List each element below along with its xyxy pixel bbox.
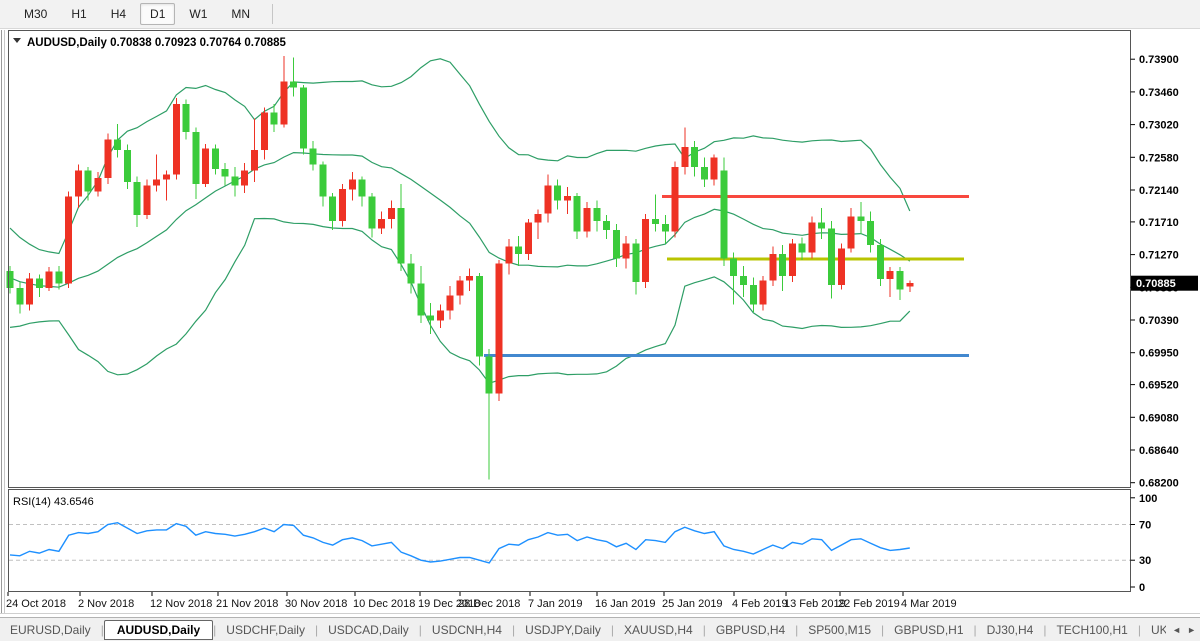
svg-text:28 Dec 2018: 28 Dec 2018 <box>458 598 520 610</box>
chart-title-ohlc: AUDUSD,Daily 0.70838 0.70923 0.70764 0.7… <box>27 37 287 49</box>
tab-separator: | <box>702 622 706 637</box>
tab-separator: | <box>973 622 977 637</box>
svg-text:24 Oct 2018: 24 Oct 2018 <box>6 598 66 610</box>
tab-separator: | <box>511 622 516 637</box>
current-price-value: 0.70885 <box>1136 278 1176 290</box>
svg-text:0.73460: 0.73460 <box>1139 87 1179 99</box>
chart-context-arrow-icon[interactable] <box>13 38 21 43</box>
chart-tab-audusd-daily[interactable]: AUDUSD,Daily <box>103 619 214 640</box>
minor-resistance-line[interactable] <box>667 257 964 261</box>
toolbar-separator <box>272 4 274 24</box>
svg-text:4 Feb 2019: 4 Feb 2019 <box>732 598 788 610</box>
svg-text:0.69950: 0.69950 <box>1139 348 1179 360</box>
svg-text:0.73900: 0.73900 <box>1139 54 1179 66</box>
chart-tab-usdcnh-h4[interactable]: USDCNH,H4 <box>431 622 502 637</box>
resistance-line[interactable] <box>662 195 969 199</box>
tab-scroll-right-icon[interactable]: ► <box>1187 624 1196 635</box>
svg-text:22 Feb 2019: 22 Feb 2019 <box>838 598 900 610</box>
rsi-label: RSI(14) 43.6546 <box>13 496 94 508</box>
timeframe-button-m30[interactable]: M30 <box>24 7 48 21</box>
svg-text:7 Jan 2019: 7 Jan 2019 <box>528 598 582 610</box>
svg-text:0: 0 <box>1139 582 1145 594</box>
svg-text:30: 30 <box>1139 555 1151 567</box>
chart-tab-usdcad-daily[interactable]: USDCAD,Daily <box>328 622 409 637</box>
svg-text:16 Jan 2019: 16 Jan 2019 <box>595 598 656 610</box>
chart-tab-usdchf-daily[interactable]: USDCHF,Daily <box>226 622 305 637</box>
chart-tab-dj30-h4[interactable]: DJ30,H4 <box>986 622 1034 637</box>
price-chart[interactable]: 0.73900 0.73460 0.73020 0.72580 0.72140 0.717… <box>0 0 1200 617</box>
chart-tab-gbpusd-h1[interactable]: GBPUSD,H1 <box>894 622 964 637</box>
svg-text:0.71710: 0.71710 <box>1139 217 1179 229</box>
svg-text:0.69520: 0.69520 <box>1139 380 1179 392</box>
svg-text:0.68640: 0.68640 <box>1139 445 1179 457</box>
timeframe-button-h1[interactable]: H1 <box>71 7 87 21</box>
tab-scroll-left-icon[interactable]: ◄ <box>1172 624 1182 635</box>
timeframe-button-mn[interactable]: MN <box>231 7 251 21</box>
current-price-badge <box>1131 275 1198 291</box>
svg-text:0.72580: 0.72580 <box>1139 152 1179 164</box>
tab-separator: | <box>418 622 422 637</box>
bollinger-upper-band <box>9 58 911 255</box>
timeframe-button-h4[interactable]: H4 <box>110 7 127 21</box>
svg-text:0.69080: 0.69080 <box>1139 412 1179 424</box>
svg-text:100: 100 <box>1139 493 1157 505</box>
svg-text:0.68200: 0.68200 <box>1139 478 1179 490</box>
tab-separator: | <box>100 622 104 637</box>
svg-text:13 Feb 2019: 13 Feb 2019 <box>784 598 846 610</box>
timeframe-toolbar: M30 H1 H4 D1 W1 MN <box>0 0 1200 29</box>
chart-tab-eurusd-daily[interactable]: EURUSD,Daily <box>10 622 91 637</box>
svg-text:0.72140: 0.72140 <box>1139 185 1179 197</box>
svg-text:70: 70 <box>1139 520 1151 532</box>
svg-text:21 Nov 2018: 21 Nov 2018 <box>216 598 278 610</box>
tab-separator: | <box>314 622 319 637</box>
svg-text:30 Nov 2018: 30 Nov 2018 <box>285 598 347 610</box>
price-axis[interactable]: 0.73900 0.73460 0.73020 0.72580 0.72140 0.717… <box>1130 54 1199 594</box>
tab-separator: | <box>795 622 799 637</box>
svg-text:19 Dec 2018: 19 Dec 2018 <box>418 598 480 610</box>
svg-text:0.70390: 0.70390 <box>1139 315 1179 327</box>
date-axis[interactable]: 24 Oct 2018 2 Nov 2018 12 Nov 2018 21 Nov 2… <box>6 592 957 610</box>
chart-tab-gbpusd-h4[interactable]: GBPUSD,H4 <box>715 622 786 637</box>
rsi-line <box>9 521 910 564</box>
chart-tabs-bar: EURUSD,Daily | AUDUSD,Daily | USDCHF,Daily | U… <box>0 617 1200 641</box>
rsi-plot-frame <box>8 489 1131 592</box>
svg-text:10 Dec 2018: 10 Dec 2018 <box>353 598 415 610</box>
bollinger-lower-band <box>9 217 911 385</box>
timeframe-button-w1[interactable]: W1 <box>189 7 208 21</box>
svg-text:12 Nov 2018: 12 Nov 2018 <box>150 598 212 610</box>
main-plot-frame <box>8 30 1131 488</box>
bollinger-middle-band <box>9 151 911 288</box>
tab-scroll-controls: ◄ ► <box>1166 618 1200 641</box>
candlesticks <box>6 56 914 480</box>
svg-text:0.73020: 0.73020 <box>1139 120 1179 132</box>
chart-tab-xauusd-h4[interactable]: XAUUSD,H4 <box>624 622 693 637</box>
chart-tab-usdjpy-daily[interactable]: USDJPY,Daily <box>525 622 601 637</box>
tab-separator: | <box>213 622 217 637</box>
tab-separator: | <box>881 622 885 637</box>
chart-window-background <box>0 29 1200 617</box>
svg-text:0.71270: 0.71270 <box>1139 250 1179 262</box>
svg-text:25 Jan 2019: 25 Jan 2019 <box>662 598 723 610</box>
timeframe-button-d1[interactable]: D1 <box>140 3 176 25</box>
tab-separator: | <box>1043 622 1047 637</box>
chart-tab-tech100-h1[interactable]: TECH100,H1 <box>1056 622 1128 637</box>
svg-text:2 Nov 2018: 2 Nov 2018 <box>78 598 134 610</box>
svg-text:4 Mar 2019: 4 Mar 2019 <box>901 598 957 610</box>
support-line[interactable] <box>484 354 969 358</box>
tab-separator: | <box>610 622 614 637</box>
chart-tab-sp500-m15[interactable]: SP500,M15 <box>808 622 872 637</box>
tab-separator: | <box>1137 622 1141 637</box>
